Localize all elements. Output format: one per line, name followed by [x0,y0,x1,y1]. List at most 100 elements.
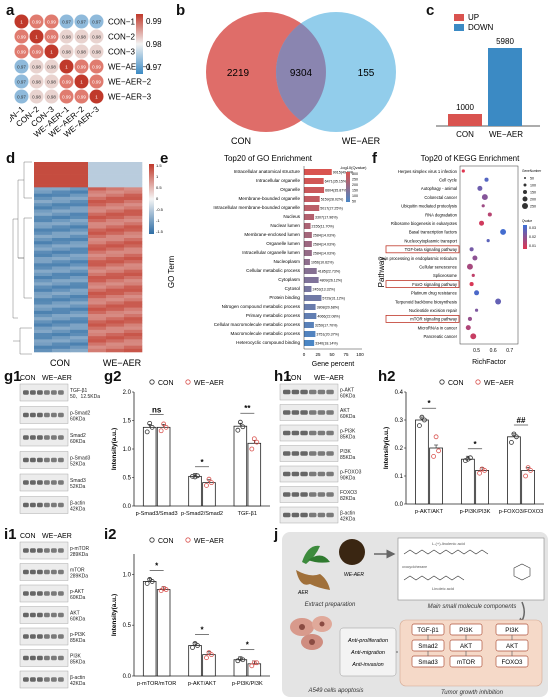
heatmap-cell [106,314,125,318]
heatmap-cell [88,196,107,201]
corr-row-label: WE−AER−1 [108,63,152,72]
blot-band [37,612,43,618]
heatmap-cell [88,250,107,255]
kegg-color-legend-title: Qvalue [522,219,532,223]
y-tick-label: 0.4 [395,390,404,396]
heatmap-cell [124,282,143,286]
venn-label-we: WE−AER [342,136,381,146]
data-point [417,423,422,428]
heatmap-cell [34,215,53,220]
heatmap-cell [70,162,89,166]
heatmap-cell [124,342,143,346]
bar-up-value: 1000 [456,103,474,112]
legend-we-label: WE−AER [194,380,224,387]
heatmap-cell [88,288,107,293]
heatmap-cell [34,272,53,277]
go-term-label: Protein binding [269,295,300,300]
legend-con-marker [149,537,155,543]
blot-protein-kda: 289KDa [70,552,88,558]
heatmap-colorbar-tick: -1 [156,218,160,223]
heatmap-cell [34,209,53,213]
heatmap-cell [124,225,143,229]
blot-protein-kda: 85KDa [70,660,86,666]
data-point [190,473,195,479]
heatmap-cell [106,276,125,280]
data-point [251,660,257,666]
kegg-pathway-label: Pancreatic cancer [423,334,457,339]
d-xlabel-con: CON [50,358,70,368]
go-term-label: Primary metabolic process [246,313,301,318]
venn-diagram: 2219 9304 155 CON WE−AER [206,12,396,146]
data-point [436,448,441,454]
blot-header-we: WE−AER [314,375,344,382]
blot-band [283,451,291,456]
blot-band [44,591,50,596]
heatmap-cell [52,247,71,251]
data-point [204,655,209,661]
heatmap-cell [106,266,125,270]
heatmap-cell [52,209,71,213]
legend-up-label: UP [468,13,479,22]
heatmap-cell [124,301,143,305]
go-term-label: Cytosol [285,286,300,291]
go-bar-label: 3307(17.96%) [315,216,338,220]
kegg-title: Top20 of KEGG Enrichment [421,154,520,163]
kegg-size-legend-dot [522,203,528,209]
kegg-ylabel: Pathway [378,257,386,288]
kegg-pathway-label: mTOR signaling pathway [410,317,458,322]
bar-down-value: 5980 [496,37,514,46]
heatmap-colorbar [149,164,154,234]
blot-band [317,512,326,518]
blot-band [23,412,29,418]
heatmap-cell [70,196,89,201]
blot-band [309,512,317,518]
heatmap-cell [106,231,125,236]
heatmap-cell [52,162,71,166]
x-category-label: p-AKT/AKT [415,509,444,515]
heatmap-cell [70,225,89,229]
heatmap-cell [52,174,71,179]
heatmap-cell [88,257,107,261]
blot-band [283,492,291,497]
corr-cell [89,44,104,59]
heatmap-cell [52,250,71,255]
heatmap-cell [106,345,125,350]
blot-protein-name: p-PI3K [70,632,86,638]
colorbar-tick-low: 0.97 [146,63,162,72]
western-blot-i1: CON WE−AERp-mTOR289KDamTOR289KDap-AKT60KD… [19,533,89,689]
go-bar [304,196,320,202]
heatmap-cell [52,282,71,286]
heatmap-cell [34,228,53,232]
heatmap-cell [88,326,107,331]
heatmap-cell [106,228,125,232]
kegg-pathway-label: Herpes simplex virus 1 infection [398,169,458,174]
panel-letter-c: c [426,2,435,19]
heatmap-cell [52,253,71,258]
heatmap-cell [124,310,143,315]
kegg-dot [500,228,507,235]
kegg-dot [461,169,465,173]
heatmap-cell [34,238,53,242]
go-term-label: Cellular macromolecule metabolic process [214,322,301,327]
blot-band [283,471,291,477]
blot-band [44,435,50,440]
heatmap-cell [70,291,89,296]
legend-we-label: WE−AER [194,538,224,545]
heatmap-cell [88,298,107,302]
western-blot-g1: CON WE−AERTGF-β150、12.5KDap-Smad260KDaSma… [19,375,100,514]
legend-con-label: CON [448,380,464,387]
heatmap-cell [124,285,143,289]
blot-band [30,612,36,618]
blot-band [37,677,43,682]
heatmap-cell [34,234,53,239]
heatmap-cell [34,260,53,264]
heatmap-cell [70,282,89,286]
x-category-label: p-Smad2/Smad2 [181,511,223,517]
heatmap-cell [88,234,107,239]
go-bar [304,250,312,256]
go-term-label: Organelle lumen [266,241,300,246]
heatmap-cell [124,238,143,242]
data-point [511,431,517,437]
panel-letter-a: a [6,2,15,19]
heatmap-cell [88,345,107,350]
